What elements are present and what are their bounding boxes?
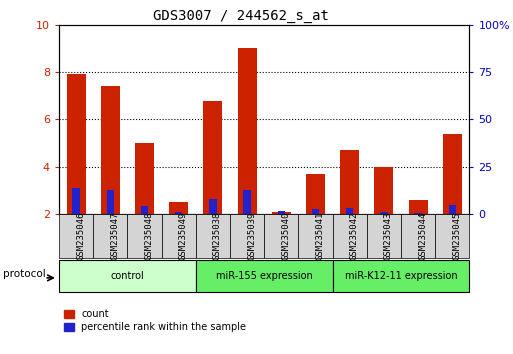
Text: GSM235039: GSM235039 (247, 212, 256, 261)
Text: GSM235047: GSM235047 (110, 212, 120, 261)
Text: GSM235046: GSM235046 (76, 212, 85, 261)
Bar (230, 214, 264, 258)
Text: GSM235041: GSM235041 (315, 212, 325, 261)
Text: GSM235042: GSM235042 (350, 212, 359, 261)
Text: GSM235038: GSM235038 (213, 212, 222, 261)
Bar (107, 190, 114, 214)
Text: control: control (110, 271, 144, 281)
Bar (443, 134, 462, 214)
Bar (59, 214, 93, 258)
Bar (299, 214, 332, 258)
Text: protocol: protocol (3, 269, 46, 279)
Bar (374, 167, 393, 214)
Bar (135, 143, 154, 214)
Bar (346, 208, 353, 214)
Text: miR-155 expression: miR-155 expression (216, 271, 312, 281)
Bar (243, 190, 251, 214)
Legend: count, percentile rank within the sample: count, percentile rank within the sample (64, 309, 246, 332)
Bar (367, 214, 401, 258)
Bar (332, 214, 367, 258)
Bar (196, 214, 230, 258)
Bar (415, 213, 422, 214)
Text: GSM235044: GSM235044 (418, 212, 427, 261)
Bar (93, 214, 127, 258)
Bar (435, 214, 469, 258)
Text: miR-K12-11 expression: miR-K12-11 expression (345, 271, 457, 281)
Bar (196, 260, 332, 292)
Bar (306, 174, 325, 214)
Bar (409, 200, 427, 214)
Bar (175, 212, 183, 214)
Text: GSM235048: GSM235048 (145, 212, 153, 261)
Text: GSM235049: GSM235049 (179, 212, 188, 261)
Text: GSM235045: GSM235045 (452, 212, 461, 261)
Bar (67, 74, 86, 214)
Text: GDS3007 / 244562_s_at: GDS3007 / 244562_s_at (153, 9, 329, 23)
Bar (141, 206, 148, 214)
Bar (272, 212, 291, 214)
Bar (169, 202, 188, 214)
Bar (332, 260, 469, 292)
Text: GSM235040: GSM235040 (281, 212, 290, 261)
Bar (238, 48, 256, 214)
Bar (204, 101, 222, 214)
Text: GSM235043: GSM235043 (384, 212, 393, 261)
Bar (340, 150, 359, 214)
Bar (264, 214, 299, 258)
Bar (312, 210, 319, 214)
Bar (448, 205, 456, 214)
Bar (101, 86, 120, 214)
Bar (127, 214, 162, 258)
Bar (72, 188, 80, 214)
Bar (278, 211, 285, 214)
Bar (59, 260, 196, 292)
Bar (401, 214, 435, 258)
Bar (209, 199, 216, 214)
Bar (380, 212, 388, 214)
Bar (162, 214, 196, 258)
